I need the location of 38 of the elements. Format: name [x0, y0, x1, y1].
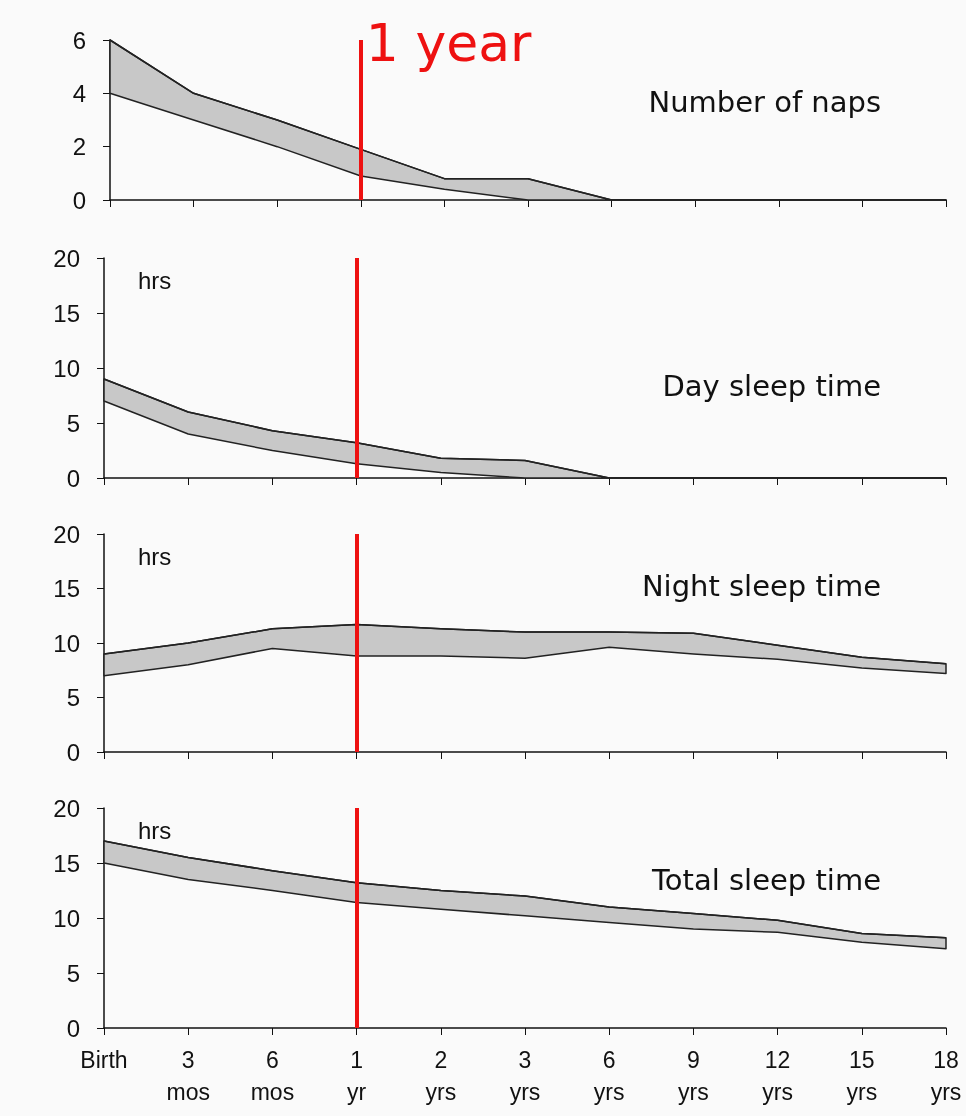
- y-tick-label: 10: [53, 629, 80, 657]
- y-axis-title: hrs: [138, 816, 172, 844]
- x-tick-label: Birth: [80, 1047, 128, 1073]
- y-tick-label: 20: [53, 794, 80, 822]
- y-axis-title: hrs: [138, 266, 172, 294]
- x-tick-label: 9 yrs: [678, 1047, 709, 1105]
- text: Number of naps: [648, 84, 882, 119]
- ref-line-label: 1 year: [365, 13, 533, 73]
- x-tick-label: 3 yrs: [509, 1047, 541, 1105]
- x-tick-label: 6 yrs: [593, 1047, 625, 1105]
- y-tick-label: 6: [72, 26, 86, 54]
- y-tick-label: 15: [53, 575, 80, 602]
- y-tick-label: 10: [53, 904, 80, 932]
- x-tick-label: 2 yrs: [425, 1047, 457, 1105]
- x-tick-label: 12 yrs: [762, 1047, 793, 1105]
- x-tick-label: 15 yrs: [846, 1047, 878, 1105]
- text: Night sleep time: [641, 568, 881, 603]
- y-tick-label: 0: [66, 1014, 80, 1042]
- y-tick-label: 15: [53, 849, 80, 877]
- y-tick-label: 15: [53, 299, 80, 327]
- text: Total sleep time: [651, 862, 882, 897]
- y-tick-label: 0: [66, 464, 80, 492]
- y-tick-label: 0: [72, 186, 86, 214]
- y-tick-label: 10: [53, 354, 80, 382]
- text: Day sleep time: [662, 368, 882, 403]
- y-tick-label: 5: [66, 409, 80, 437]
- x-tick-label: 18 yrs: [930, 1047, 962, 1105]
- y-tick-label: 20: [53, 244, 80, 272]
- y-axis-title: hrs: [138, 542, 172, 570]
- y-tick-label: 2: [72, 133, 86, 161]
- x-tick-label: 6 mos: [250, 1047, 295, 1105]
- y-tick-label: 20: [53, 520, 80, 548]
- y-tick-label: 0: [66, 738, 80, 766]
- y-tick-label: 5: [66, 684, 80, 711]
- y-tick-label: 5: [66, 959, 80, 987]
- y-tick-label: 4: [72, 79, 86, 107]
- x-tick-label: 1 yr: [347, 1047, 367, 1105]
- x-tick-label: 3 mos: [166, 1047, 210, 1105]
